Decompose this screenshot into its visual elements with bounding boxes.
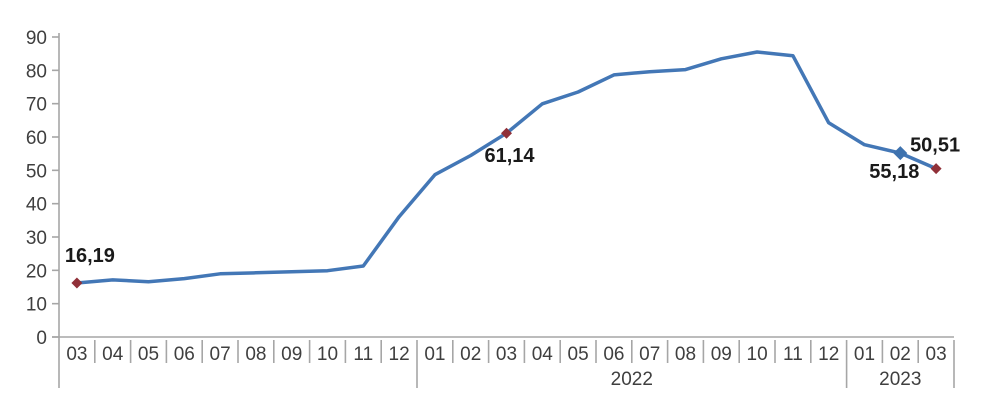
- x-axis-month-label: 11: [353, 344, 373, 365]
- x-axis-month-label: 06: [603, 344, 624, 365]
- x-axis-year-label: 2023: [879, 369, 921, 390]
- x-axis-month-label: 07: [639, 344, 660, 365]
- x-axis-month-label: 05: [568, 344, 589, 365]
- data-line: [75, 50, 938, 285]
- data-point-value-label: 16,19: [65, 245, 115, 267]
- x-axis-month-label: 03: [496, 344, 517, 365]
- x-axis-month-label: 10: [747, 344, 768, 365]
- x-axis-month-label: 08: [675, 344, 696, 365]
- x-axis-year-label: 2022: [611, 369, 653, 390]
- x-axis-month-label: 04: [102, 344, 124, 365]
- data-point-marker-blue: [893, 146, 908, 161]
- data-point-value-label: 55,18: [869, 161, 919, 183]
- data-point-value-label: 61,14: [484, 145, 535, 167]
- data-point-marker-red: [930, 163, 942, 175]
- x-axis-month-label: 09: [281, 344, 302, 365]
- x-axis-month-label: 06: [174, 344, 195, 365]
- y-axis-tick-label: 90: [26, 28, 47, 49]
- x-axis-month-label: 05: [138, 344, 159, 365]
- x-axis-month-label: 03: [926, 344, 947, 365]
- data-point-marker-red: [501, 127, 512, 139]
- data-point-value-label: 50,51: [910, 135, 960, 157]
- x-axis-month-label: 12: [818, 344, 839, 365]
- x-axis-month-label: 01: [854, 344, 875, 365]
- data-point-marker-red: [71, 277, 83, 289]
- y-axis-tick-label: 40: [26, 195, 47, 216]
- x-axis-month-label: 12: [389, 344, 410, 365]
- x-axis-month-label: 01: [424, 344, 445, 365]
- x-axis-month-label: 04: [532, 344, 554, 365]
- x-axis-month-label: 07: [210, 344, 231, 365]
- x-axis-month-label: 09: [711, 344, 732, 365]
- y-axis-tick-label: 70: [26, 95, 47, 116]
- x-axis-month-label: 02: [460, 344, 481, 365]
- x-axis-month-label: 11: [783, 344, 803, 365]
- y-axis-tick-label: 20: [26, 261, 47, 282]
- y-axis-tick-label: 60: [26, 128, 47, 149]
- x-axis-month-label: 08: [245, 344, 266, 365]
- y-axis-tick-label: 10: [26, 295, 47, 316]
- y-axis-tick-label: 80: [26, 61, 47, 82]
- x-axis-month-label: 10: [317, 344, 338, 365]
- y-axis-tick-label: 50: [26, 161, 47, 182]
- y-axis-tick-label: 30: [26, 228, 47, 249]
- x-axis-month-label: 03: [66, 344, 87, 365]
- x-axis-month-label: 02: [890, 344, 911, 365]
- y-axis-tick-label: 0: [36, 328, 47, 349]
